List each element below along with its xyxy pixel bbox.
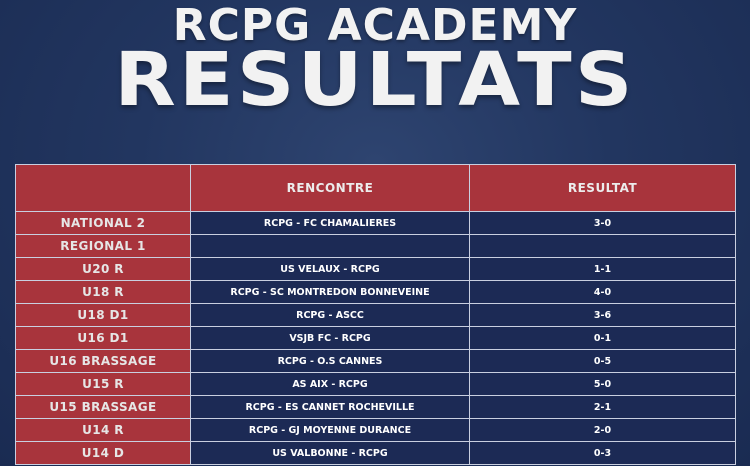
result-cell: 3-0 <box>469 211 736 235</box>
match-cell: RCPG - FC CHAMALIERES <box>190 211 470 235</box>
match-cell: RCPG - ASCC <box>190 303 470 327</box>
result-cell: 2-1 <box>469 395 736 419</box>
category-cell: U15 R <box>15 372 191 396</box>
match-cell: RCPG - ES CANNET ROCHEVILLE <box>190 395 470 419</box>
table-row: NATIONAL 2 RCPG - FC CHAMALIERES 3-0 <box>15 211 736 235</box>
result-cell: 0-3 <box>469 441 736 465</box>
table-row: U15 R AS AIX - RCPG 5-0 <box>15 372 736 396</box>
match-cell: RCPG - SC MONTREDON BONNEVEINE <box>190 280 470 304</box>
match-cell: US VALBONNE - RCPG <box>190 441 470 465</box>
result-cell: 0-1 <box>469 326 736 350</box>
category-cell: U20 R <box>15 257 191 281</box>
category-cell: REGIONAL 1 <box>15 234 191 258</box>
result-cell: 4-0 <box>469 280 736 304</box>
category-cell: U16 BRASSAGE <box>15 349 191 373</box>
table-header-row: RENCONTRE RESULTAT <box>15 164 736 212</box>
match-cell: RCPG - O.S CANNES <box>190 349 470 373</box>
match-cell: VSJB FC - RCPG <box>190 326 470 350</box>
header-category <box>15 164 191 212</box>
category-cell: U18 R <box>15 280 191 304</box>
result-cell: 2-0 <box>469 418 736 442</box>
academy-title: RCPG ACADEMY <box>172 0 578 51</box>
category-cell: U14 R <box>15 418 191 442</box>
match-cell: RCPG - GJ MOYENNE DURANCE <box>190 418 470 442</box>
result-cell <box>469 234 736 258</box>
results-table: RENCONTRE RESULTAT NATIONAL 2 RCPG - FC … <box>15 164 736 465</box>
category-cell: U18 D1 <box>15 303 191 327</box>
table-row: U16 BRASSAGE RCPG - O.S CANNES 0-5 <box>15 349 736 373</box>
table-row: U20 R US VELAUX - RCPG 1-1 <box>15 257 736 281</box>
category-cell: U15 BRASSAGE <box>15 395 191 419</box>
table-row: REGIONAL 1 <box>15 234 736 258</box>
table-row: U18 D1 RCPG - ASCC 3-6 <box>15 303 736 327</box>
match-cell: US VELAUX - RCPG <box>190 257 470 281</box>
table-row: U16 D1 VSJB FC - RCPG 0-1 <box>15 326 736 350</box>
match-cell: AS AIX - RCPG <box>190 372 470 396</box>
match-cell <box>190 234 470 258</box>
header-rencontre: RENCONTRE <box>190 164 470 212</box>
results-title: RESULTATS <box>114 37 636 123</box>
result-cell: 3-6 <box>469 303 736 327</box>
table-row: U14 D US VALBONNE - RCPG 0-3 <box>15 441 736 465</box>
category-cell: NATIONAL 2 <box>15 211 191 235</box>
result-cell: 1-1 <box>469 257 736 281</box>
table-row: U18 R RCPG - SC MONTREDON BONNEVEINE 4-0 <box>15 280 736 304</box>
category-cell: U14 D <box>15 441 191 465</box>
category-cell: U16 D1 <box>15 326 191 350</box>
table-row: U14 R RCPG - GJ MOYENNE DURANCE 2-0 <box>15 418 736 442</box>
header-resultat: RESULTAT <box>469 164 736 212</box>
result-cell: 5-0 <box>469 372 736 396</box>
result-cell: 0-5 <box>469 349 736 373</box>
table-row: U15 BRASSAGE RCPG - ES CANNET ROCHEVILLE… <box>15 395 736 419</box>
